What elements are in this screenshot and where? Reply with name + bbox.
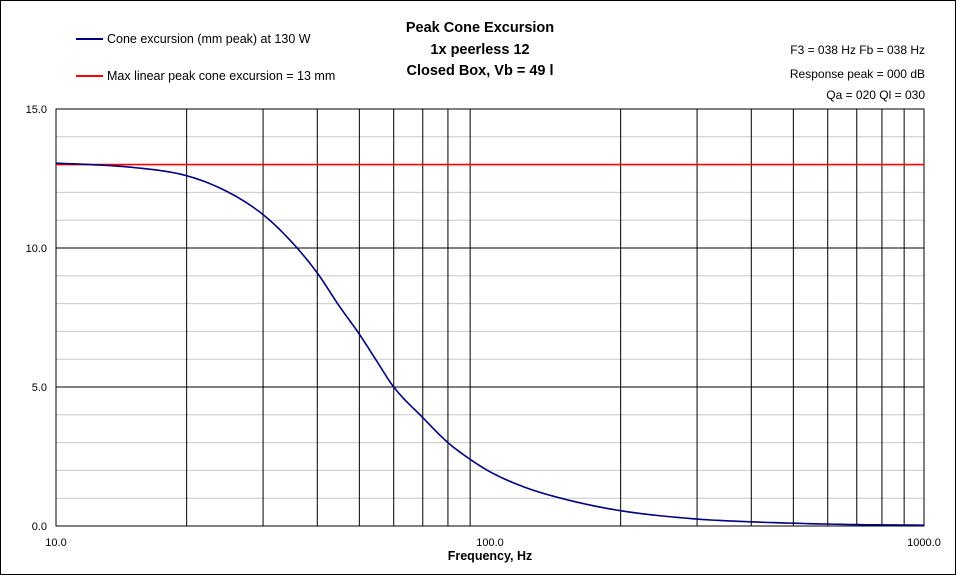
series-line-cone-excursion — [55, 162, 925, 526]
y-tick-label: 10.0 — [26, 243, 47, 255]
legend-item-cone-excursion: Cone excursion (mm peak) at 130 W — [76, 32, 311, 46]
chart-title-line-2: 1x peerless 12 — [430, 42, 530, 58]
chart-title-line-1: Peak Cone Excursion — [405, 20, 555, 36]
x-axis-label: Frequency, Hz — [447, 549, 533, 563]
legend-label-max-linear: Max linear peak cone excursion = 13 mm — [107, 69, 336, 83]
legend-swatch-cone-excursion — [76, 38, 103, 40]
y-tick-label: 15.0 — [26, 104, 47, 116]
y-tick-label: 0.0 — [32, 521, 47, 533]
x-tick-label: 1000.0 — [907, 537, 941, 549]
plot-border — [55, 108, 925, 527]
info-f3-fb: F3 = 038 Hz Fb = 038 Hz — [790, 43, 925, 57]
x-tick-label: 100.0 — [476, 537, 504, 549]
info-response-peak: Response peak = 000 dB — [789, 67, 925, 81]
info-qa-ql: Qa = 020 Ql = 030 — [826, 88, 925, 102]
legend-swatch-max-linear — [76, 75, 103, 77]
legend-item-max-linear: Max linear peak cone excursion = 13 mm — [76, 69, 335, 83]
x-tick-label: 10.0 — [45, 537, 66, 549]
chart-title-line-3: Closed Box, Vb = 49 l — [406, 63, 554, 79]
y-tick-label: 5.0 — [32, 382, 47, 394]
legend-label-cone-excursion: Cone excursion (mm peak) at 130 W — [107, 32, 311, 46]
